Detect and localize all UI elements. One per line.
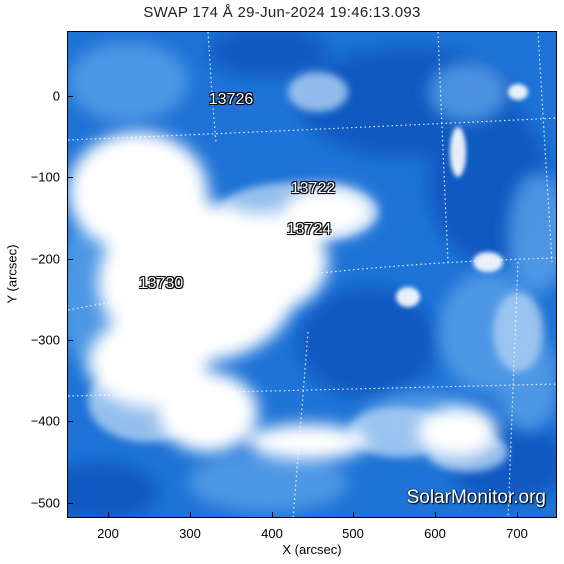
- active-region-label: 13730: [138, 275, 184, 292]
- x-tick-label: 400: [261, 526, 283, 541]
- x-axis-label: X (arcsec): [282, 542, 342, 557]
- y-tick-label: −300: [30, 332, 60, 348]
- y-tick-label: −500: [30, 495, 60, 511]
- y-tick-label: −100: [30, 169, 60, 185]
- active-region-label: 13722: [290, 180, 336, 197]
- y-tick-label: 0: [52, 88, 60, 104]
- active-region-label: 13726: [208, 91, 254, 108]
- y-tick-label: −200: [30, 251, 60, 267]
- plot-title: SWAP 174 Å 29-Jun-2024 19:46:13.093: [143, 4, 421, 21]
- solarmonitor-watermark: SolarMonitor.org: [406, 487, 546, 508]
- x-tick-label: 300: [179, 526, 201, 541]
- x-tick-label: 500: [342, 526, 364, 541]
- x-tick-label: 200: [97, 526, 119, 541]
- solar-image: 13726 13722 13724 13730 SolarMonitor.org: [67, 31, 557, 518]
- y-axis-label: Y (arcsec): [4, 244, 20, 304]
- active-region-label: 13724: [286, 221, 332, 238]
- x-tick-label: 700: [506, 526, 528, 541]
- x-tick-label: 600: [424, 526, 446, 541]
- solar-image-svg: [68, 32, 556, 517]
- y-tick-label: −400: [30, 413, 60, 429]
